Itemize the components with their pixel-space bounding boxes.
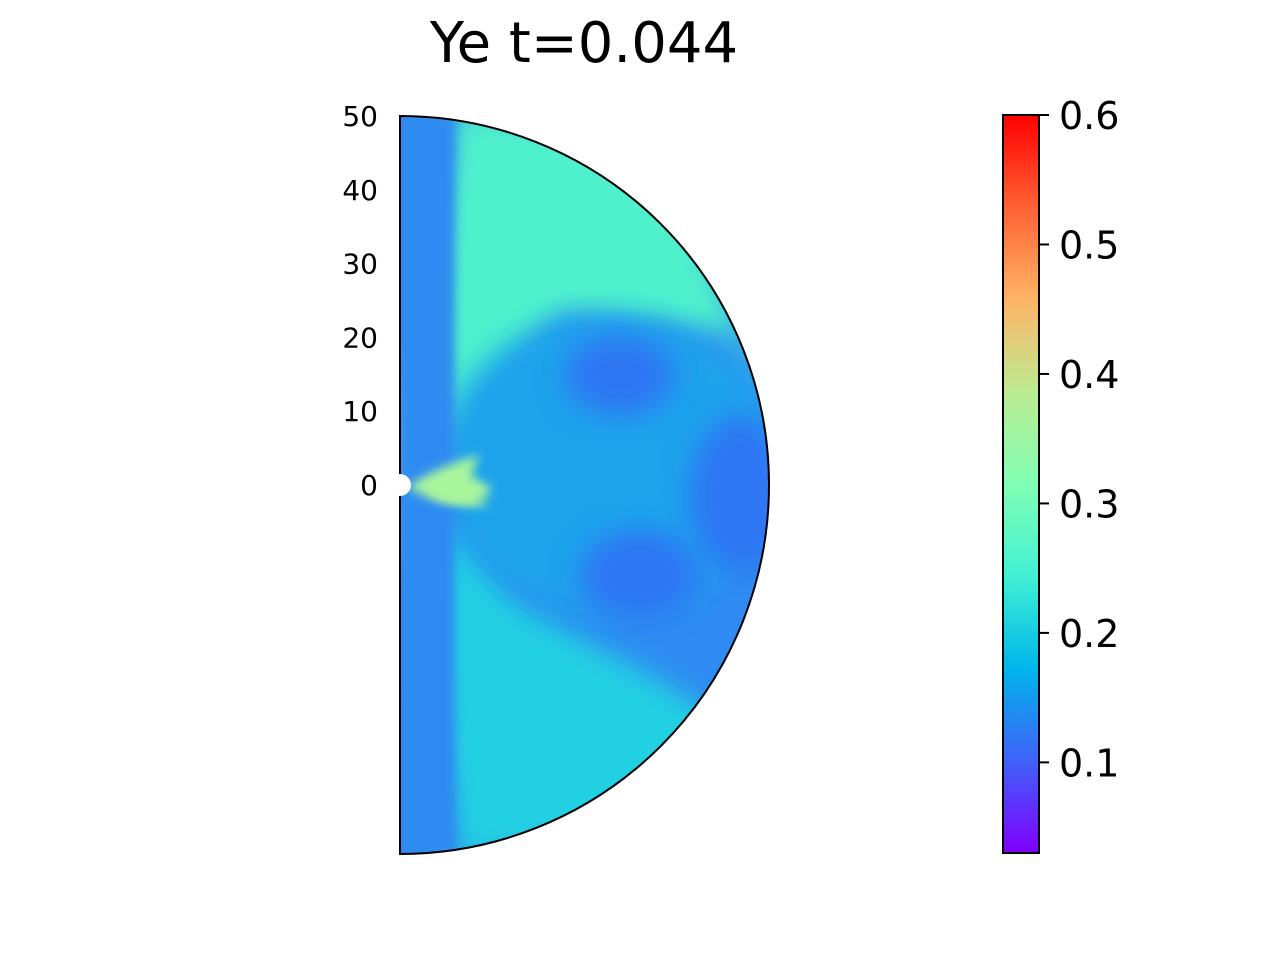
- y-axis: 50 40 30 20 10 0: [342, 100, 378, 502]
- colorbar-ticks: 0.1 0.2 0.3 0.4 0.5 0.6: [1039, 94, 1119, 785]
- colorbar-tick-label: 0.3: [1059, 482, 1119, 526]
- heatmap-plot: [389, 114, 770, 856]
- low-ye-pocket: [565, 335, 675, 415]
- y-tick-label: 10: [342, 395, 378, 428]
- colorbar-tick-label: 0.1: [1059, 741, 1119, 785]
- y-tick-label: 40: [342, 174, 378, 207]
- disk-outline: [399, 114, 770, 856]
- colorbar-tick-label: 0.6: [1059, 94, 1119, 138]
- colorbar: 0.1 0.2 0.3 0.4 0.5 0.6: [1002, 94, 1119, 854]
- y-tick-label: 0: [360, 469, 378, 502]
- inner-blob-region: [440, 315, 769, 615]
- colorbar-tick-label: 0.5: [1059, 223, 1119, 267]
- colorbar-gradient: [1002, 114, 1040, 854]
- colorbar-tick-label: 0.4: [1059, 353, 1119, 397]
- low-ye-pocket: [580, 530, 700, 620]
- chart-title: Ye t=0.044: [429, 11, 738, 76]
- ye-field: [400, 116, 769, 854]
- inner-boundary: [389, 474, 411, 496]
- y-tick-label: 50: [342, 100, 378, 133]
- low-ye-pocket: [690, 415, 769, 575]
- y-tick-label: 30: [342, 248, 378, 281]
- colorbar-tick-label: 0.2: [1059, 612, 1119, 656]
- hot-filament: [430, 478, 490, 502]
- y-tick-label: 20: [342, 321, 378, 354]
